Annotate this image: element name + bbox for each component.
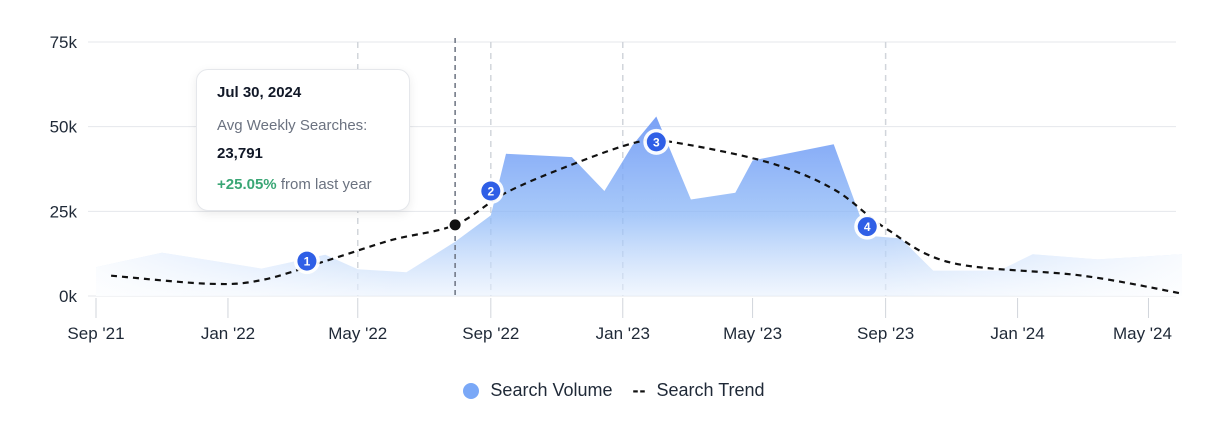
x-tick-label: Sep '22 — [462, 324, 519, 343]
event-marker-4[interactable]: 4 — [854, 213, 881, 240]
legend-item-search-trend[interactable]: -- Search Trend — [633, 380, 765, 401]
legend-label-search-trend: Search Trend — [656, 380, 765, 400]
event-marker-label: 3 — [653, 135, 660, 149]
search-volume-area-fade — [96, 116, 1182, 296]
legend-dot-icon — [463, 382, 480, 399]
x-tick-label: May '23 — [723, 324, 782, 343]
search-trend-line — [111, 138, 1183, 295]
chart-tooltip: Jul 30, 2024 Avg Weekly Searches: 23,791… — [196, 69, 410, 211]
tooltip-label: Avg Weekly Searches: — [217, 117, 368, 134]
tooltip-change-percent: +25.05% — [217, 176, 277, 193]
event-marker-label: 4 — [864, 220, 871, 234]
tooltip-change-suffix: from last year — [280, 176, 372, 193]
y-tick-label: 75k — [50, 33, 78, 52]
event-marker-3[interactable]: 3 — [643, 128, 670, 155]
event-marker-label: 2 — [487, 185, 494, 199]
x-tick-label: May '24 — [1113, 324, 1172, 343]
tooltip-date: Jul 30, 2024 — [217, 84, 302, 101]
event-marker-2[interactable]: 2 — [477, 178, 504, 205]
x-tick-label: May '22 — [328, 324, 387, 343]
x-tick-label: Sep '23 — [857, 324, 914, 343]
tooltip-value: 23,791 — [217, 145, 263, 162]
y-tick-label: 25k — [50, 202, 78, 221]
y-tick-label: 0k — [59, 287, 77, 306]
tooltip-change: +25.05% from last year — [217, 176, 389, 193]
legend-item-search-volume[interactable]: Search Volume — [463, 380, 613, 401]
event-marker-1[interactable]: 1 — [293, 248, 320, 275]
x-tick-label: Sep '21 — [67, 324, 124, 343]
legend-dash-icon: -- — [632, 380, 647, 400]
hover-point[interactable] — [447, 217, 463, 233]
x-tick-label: Jan '24 — [990, 324, 1044, 343]
x-tick-label: Jan '22 — [201, 324, 255, 343]
x-tick-label: Jan '23 — [596, 324, 650, 343]
chart-legend: Search Volume -- Search Trend — [0, 380, 1228, 401]
legend-label-search-volume: Search Volume — [490, 380, 613, 400]
event-marker-label: 1 — [304, 255, 311, 269]
y-tick-label: 50k — [50, 118, 78, 137]
